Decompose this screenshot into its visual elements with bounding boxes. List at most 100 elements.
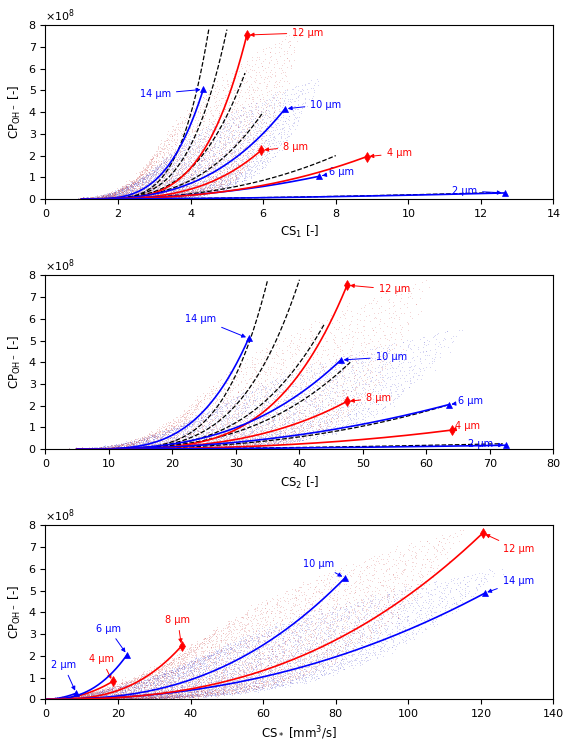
Point bbox=[71, 691, 80, 703]
Point bbox=[244, 671, 253, 683]
Point bbox=[322, 386, 331, 398]
Point bbox=[162, 691, 171, 703]
Point bbox=[139, 674, 148, 686]
Point bbox=[371, 369, 380, 381]
Point bbox=[194, 98, 203, 110]
Point bbox=[356, 654, 365, 666]
Point bbox=[66, 691, 75, 703]
Point bbox=[262, 122, 271, 134]
Point bbox=[64, 691, 73, 703]
Point bbox=[252, 434, 261, 446]
Point bbox=[175, 441, 184, 453]
Point bbox=[287, 601, 296, 613]
Point bbox=[155, 443, 164, 455]
Point bbox=[106, 189, 115, 201]
Point bbox=[195, 187, 204, 199]
Point bbox=[192, 181, 202, 192]
Point bbox=[241, 423, 250, 435]
Point bbox=[224, 678, 234, 690]
Point bbox=[142, 693, 151, 705]
Point bbox=[107, 192, 116, 204]
Point bbox=[201, 136, 210, 148]
Point bbox=[305, 670, 314, 682]
Point bbox=[282, 665, 291, 677]
Point bbox=[417, 613, 426, 625]
Point bbox=[183, 171, 192, 183]
Point bbox=[210, 628, 219, 640]
Point bbox=[286, 667, 295, 679]
Point bbox=[179, 189, 188, 201]
Point bbox=[180, 439, 190, 451]
Point bbox=[108, 187, 117, 199]
Point bbox=[148, 676, 158, 688]
Point bbox=[55, 692, 64, 704]
Point bbox=[146, 440, 155, 452]
Point bbox=[146, 669, 155, 681]
Point bbox=[138, 443, 147, 455]
Point bbox=[249, 658, 258, 670]
Point bbox=[390, 312, 399, 324]
Point bbox=[85, 192, 94, 204]
Point bbox=[171, 419, 180, 431]
Point bbox=[182, 690, 191, 702]
Point bbox=[90, 689, 99, 701]
Point bbox=[162, 692, 171, 704]
Point bbox=[93, 443, 102, 455]
Point bbox=[170, 188, 179, 200]
Point bbox=[174, 648, 183, 660]
Point bbox=[250, 392, 259, 404]
Point bbox=[243, 683, 252, 695]
Point bbox=[268, 651, 278, 663]
Point bbox=[46, 693, 55, 705]
Point bbox=[111, 679, 120, 691]
Point bbox=[367, 569, 376, 581]
Point bbox=[119, 692, 128, 704]
Point bbox=[127, 679, 136, 691]
Point bbox=[135, 441, 144, 453]
Point bbox=[219, 684, 228, 696]
Point bbox=[179, 428, 188, 440]
Point bbox=[247, 164, 256, 176]
Point bbox=[199, 674, 208, 686]
Point bbox=[190, 114, 199, 126]
Point bbox=[124, 440, 133, 452]
Point bbox=[214, 152, 223, 164]
Point bbox=[158, 443, 167, 455]
Point bbox=[340, 639, 349, 651]
Point bbox=[179, 430, 188, 442]
Point bbox=[323, 640, 332, 652]
Point bbox=[114, 192, 123, 204]
Point bbox=[212, 172, 222, 184]
Point bbox=[127, 676, 136, 688]
Point bbox=[228, 429, 237, 441]
Point bbox=[217, 438, 226, 450]
Point bbox=[167, 688, 176, 700]
Point bbox=[210, 676, 219, 688]
Point bbox=[339, 374, 348, 386]
Point bbox=[243, 413, 252, 425]
Point bbox=[171, 191, 180, 203]
Point bbox=[169, 422, 178, 434]
Point bbox=[272, 672, 281, 684]
Point bbox=[439, 581, 448, 593]
Point bbox=[153, 440, 162, 452]
Point bbox=[166, 189, 175, 201]
Point bbox=[165, 187, 174, 198]
Point bbox=[163, 685, 172, 697]
Point bbox=[80, 693, 89, 705]
Point bbox=[243, 435, 252, 447]
Point bbox=[285, 650, 294, 662]
Point bbox=[96, 685, 105, 697]
Point bbox=[78, 193, 87, 205]
Point bbox=[154, 664, 163, 676]
Point bbox=[82, 691, 91, 703]
Point bbox=[155, 441, 164, 453]
Point bbox=[182, 165, 191, 177]
Point bbox=[310, 604, 319, 616]
Point bbox=[131, 685, 140, 697]
Point bbox=[179, 648, 188, 660]
Point bbox=[121, 692, 130, 704]
Point bbox=[94, 693, 103, 705]
Point bbox=[52, 692, 61, 704]
Point bbox=[309, 642, 318, 654]
